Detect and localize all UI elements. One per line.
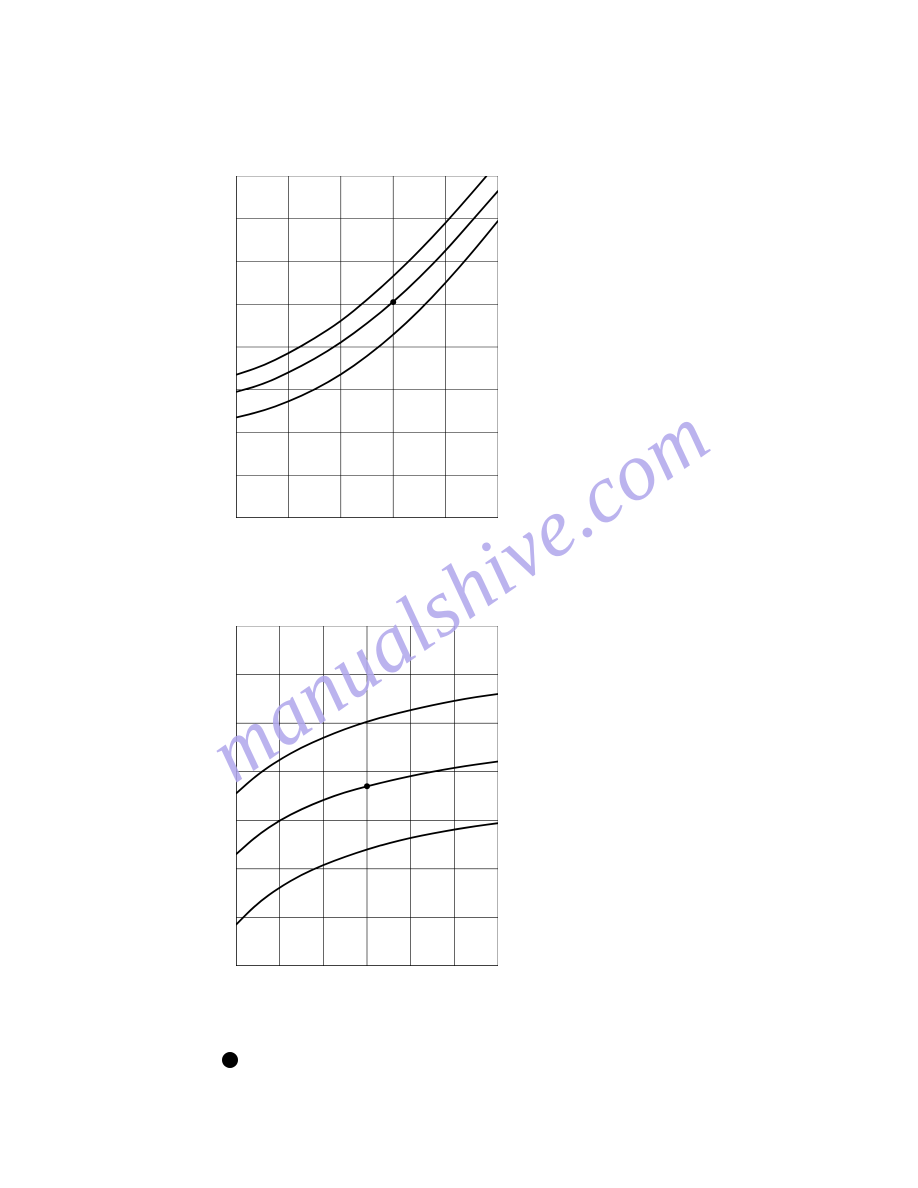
bullet-dot <box>222 1052 238 1068</box>
top-chart-marker-dot <box>390 299 396 305</box>
bottom-chart <box>236 626 498 966</box>
bottom-chart-marker-dot <box>364 783 370 789</box>
bottom-chart-svg <box>236 626 498 966</box>
top-chart-svg <box>236 176 498 518</box>
top-chart <box>236 176 498 518</box>
